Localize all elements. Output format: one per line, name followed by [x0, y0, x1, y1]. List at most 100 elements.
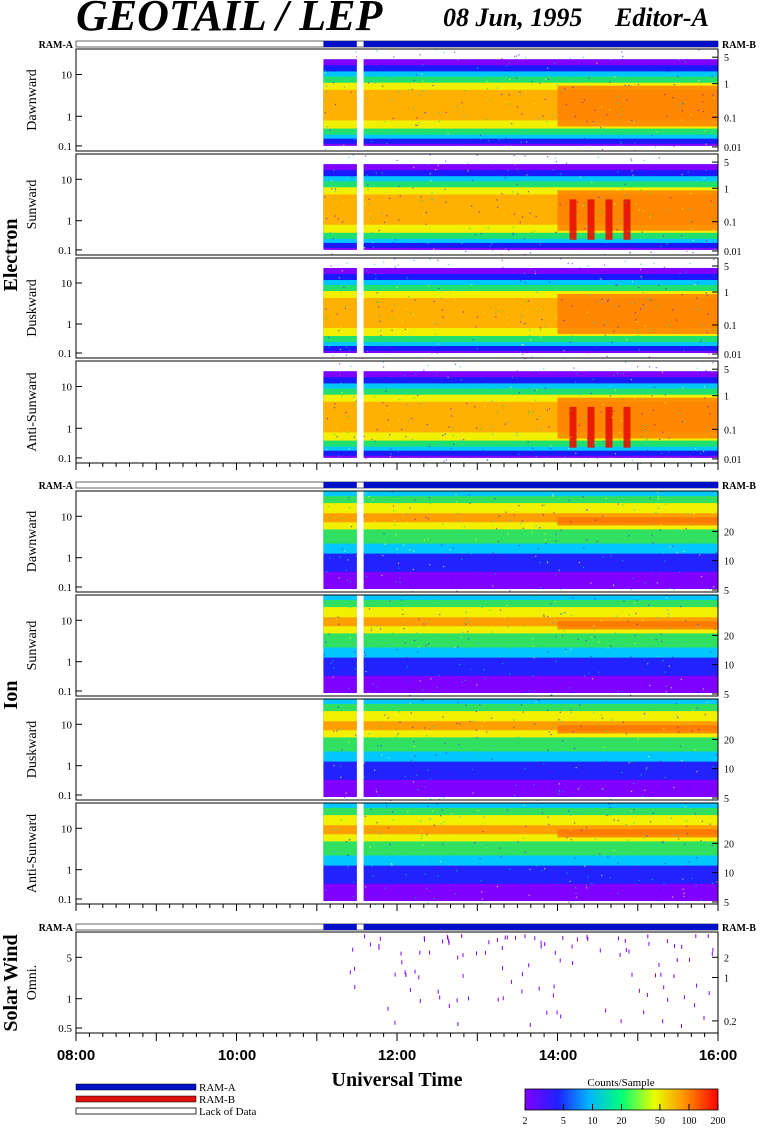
data-mark	[562, 791, 564, 793]
data-mark	[385, 395, 387, 397]
data-mark	[524, 57, 526, 59]
data-mark	[421, 80, 424, 82]
data-mark	[416, 632, 418, 634]
data-mark	[647, 663, 649, 665]
data-mark	[520, 791, 522, 793]
data-mark	[448, 938, 450, 943]
data-mark	[467, 162, 469, 164]
data-mark	[375, 788, 377, 790]
data-mark	[518, 896, 521, 898]
data-mark	[584, 865, 586, 867]
data-mark	[434, 333, 437, 335]
data-mark	[652, 409, 655, 411]
data-mark	[635, 203, 637, 205]
data-mark	[663, 985, 665, 990]
data-mark	[575, 767, 577, 769]
data-mark	[678, 59, 680, 61]
data-mark	[582, 566, 585, 569]
data-mark	[565, 104, 567, 106]
data-mark	[459, 366, 462, 368]
data-mark	[647, 506, 649, 508]
data-mark	[503, 617, 505, 619]
data-mark	[677, 76, 679, 78]
data-mark	[373, 396, 376, 398]
data-mark	[676, 715, 678, 717]
data-mark	[518, 392, 520, 394]
data-mark	[387, 538, 389, 540]
data-mark	[507, 659, 509, 661]
data-mark	[568, 687, 570, 689]
data-mark	[363, 515, 365, 517]
data-mark	[640, 666, 642, 669]
data-mark	[631, 459, 633, 462]
data-mark	[405, 973, 407, 977]
data-mark	[519, 221, 521, 224]
data-mark	[443, 460, 445, 462]
data-mark	[460, 148, 462, 150]
data-mark	[681, 944, 683, 949]
figure-date: 08 Jun, 1995	[443, 3, 582, 32]
data-mark	[483, 721, 485, 723]
data-mark	[435, 373, 438, 375]
data-mark	[560, 588, 562, 590]
data-mark	[492, 520, 494, 522]
data-mark	[621, 188, 623, 190]
data-mark	[428, 445, 430, 447]
data-mark	[687, 834, 689, 836]
data-mark	[681, 760, 683, 762]
data-mark	[374, 273, 377, 275]
data-mark	[338, 157, 340, 159]
data-mark	[620, 1019, 622, 1024]
data-mark	[388, 778, 390, 780]
data-mark	[335, 426, 337, 428]
data-mark	[639, 62, 641, 64]
data-mark	[512, 191, 514, 193]
data-mark	[630, 656, 632, 658]
data-mark	[613, 410, 615, 412]
data-mark	[364, 155, 366, 157]
data-mark	[437, 259, 439, 261]
data-mark	[401, 448, 403, 450]
data-mark	[625, 361, 627, 363]
data-mark	[374, 904, 376, 906]
data-mark	[505, 630, 507, 632]
data-mark	[328, 346, 330, 348]
data-mark	[650, 386, 652, 388]
data-mark	[416, 774, 418, 776]
data-mark	[557, 680, 559, 682]
data-mark	[543, 763, 545, 765]
data-mark	[586, 539, 588, 541]
data-mark	[615, 305, 617, 307]
data-mark	[694, 235, 696, 238]
data-mark	[381, 754, 383, 756]
data-mark	[488, 140, 490, 142]
data-mark	[563, 319, 565, 322]
data-mark	[632, 577, 634, 579]
data-mark	[401, 320, 403, 322]
data-mark	[591, 636, 593, 638]
data-mark	[524, 91, 526, 93]
data-mark	[468, 638, 470, 640]
data-mark	[620, 672, 622, 675]
data-mark	[690, 192, 692, 194]
data-mark	[684, 61, 686, 63]
data-mark	[627, 839, 629, 841]
data-mark	[430, 678, 432, 680]
data-mark	[474, 842, 476, 844]
data-mark	[396, 159, 398, 161]
data-mark	[627, 218, 629, 220]
data-mark	[619, 952, 621, 957]
data-mark	[422, 844, 424, 846]
data-mark	[696, 177, 698, 179]
data-mark	[340, 776, 342, 778]
data-mark	[632, 677, 634, 680]
data-mark	[711, 845, 713, 847]
data-mark	[370, 669, 373, 671]
data-mark	[529, 252, 532, 254]
data-mark	[644, 789, 646, 791]
data-mark	[597, 280, 599, 282]
data-mark	[417, 784, 419, 786]
data-mark	[662, 1019, 664, 1024]
data-mark	[501, 584, 503, 586]
data-mark	[529, 212, 531, 214]
